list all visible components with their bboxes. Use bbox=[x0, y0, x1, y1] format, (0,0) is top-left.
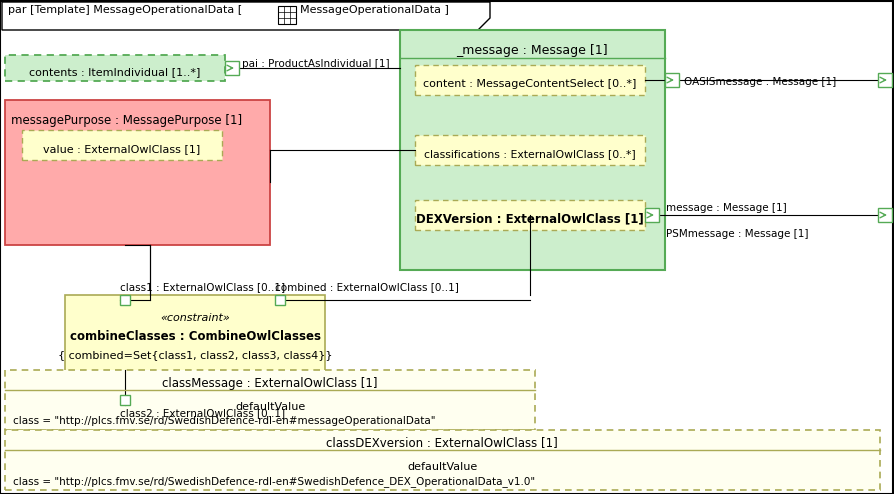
Text: par [Template] MessageOperationalData [: par [Template] MessageOperationalData [ bbox=[8, 5, 242, 15]
Bar bbox=[5, 370, 535, 430]
Text: classifications : ExternalOwlClass [0..*]: classifications : ExternalOwlClass [0..*… bbox=[424, 149, 636, 159]
Text: OASISmessage : Message [1]: OASISmessage : Message [1] bbox=[684, 77, 836, 87]
Bar bbox=[120, 295, 130, 305]
Bar bbox=[415, 200, 645, 230]
Text: MessageOperationalData ]: MessageOperationalData ] bbox=[300, 5, 449, 15]
Bar bbox=[415, 65, 645, 95]
Bar bbox=[65, 295, 325, 395]
Bar bbox=[400, 30, 665, 270]
Text: combineClasses : CombineOwlClasses: combineClasses : CombineOwlClasses bbox=[70, 330, 321, 343]
Text: class = "http://plcs.fmv.se/rd/SwedishDefence-rdl-en#messageOperationalData": class = "http://plcs.fmv.se/rd/SwedishDe… bbox=[13, 416, 435, 426]
Text: classMessage : ExternalOwlClass [1]: classMessage : ExternalOwlClass [1] bbox=[162, 376, 378, 389]
Text: PSMmessage : Message [1]: PSMmessage : Message [1] bbox=[666, 229, 808, 239]
Bar bbox=[5, 430, 880, 490]
Text: class1 : ExternalOwlClass [0..1]: class1 : ExternalOwlClass [0..1] bbox=[120, 282, 285, 292]
Text: message : Message [1]: message : Message [1] bbox=[666, 203, 787, 213]
Bar bbox=[878, 208, 892, 222]
Text: class2 : ExternalOwlClass [0..1]: class2 : ExternalOwlClass [0..1] bbox=[120, 408, 285, 418]
Text: «constraint»: «constraint» bbox=[160, 313, 230, 323]
Text: classDEXversion : ExternalOwlClass [1]: classDEXversion : ExternalOwlClass [1] bbox=[326, 437, 558, 450]
Text: _message : Message [1]: _message : Message [1] bbox=[456, 44, 608, 57]
Bar bbox=[665, 73, 679, 87]
Text: defaultValue: defaultValue bbox=[235, 402, 305, 412]
Bar bbox=[645, 208, 659, 222]
Text: messagePurpose : MessagePurpose [1]: messagePurpose : MessagePurpose [1] bbox=[11, 114, 242, 127]
Bar bbox=[278, 6, 296, 24]
Text: pai : ProductAsIndividual [1]: pai : ProductAsIndividual [1] bbox=[242, 59, 390, 69]
Text: defaultValue: defaultValue bbox=[407, 462, 477, 472]
Bar bbox=[120, 395, 130, 405]
Text: value : ExternalOwlClass [1]: value : ExternalOwlClass [1] bbox=[44, 144, 200, 154]
Bar bbox=[878, 73, 892, 87]
Bar bbox=[5, 100, 270, 245]
Bar bbox=[5, 55, 225, 81]
Text: DEXVersion : ExternalOwlClass [1]: DEXVersion : ExternalOwlClass [1] bbox=[416, 212, 644, 225]
Bar bbox=[275, 295, 285, 305]
Bar bbox=[22, 130, 222, 160]
Bar bbox=[225, 61, 239, 75]
Text: combined : ExternalOwlClass [0..1]: combined : ExternalOwlClass [0..1] bbox=[275, 282, 459, 292]
Text: { combined=Set{class1, class2, class3, class4}}: { combined=Set{class1, class2, class3, c… bbox=[58, 350, 333, 360]
Polygon shape bbox=[2, 2, 490, 30]
Bar bbox=[415, 135, 645, 165]
Text: contents : ItemIndividual [1..*]: contents : ItemIndividual [1..*] bbox=[30, 67, 200, 77]
Text: class = "http://plcs.fmv.se/rd/SwedishDefence-rdl-en#SwedishDefence_DEX_Operatio: class = "http://plcs.fmv.se/rd/SwedishDe… bbox=[13, 476, 536, 487]
Text: content : MessageContentSelect [0..*]: content : MessageContentSelect [0..*] bbox=[424, 79, 637, 89]
